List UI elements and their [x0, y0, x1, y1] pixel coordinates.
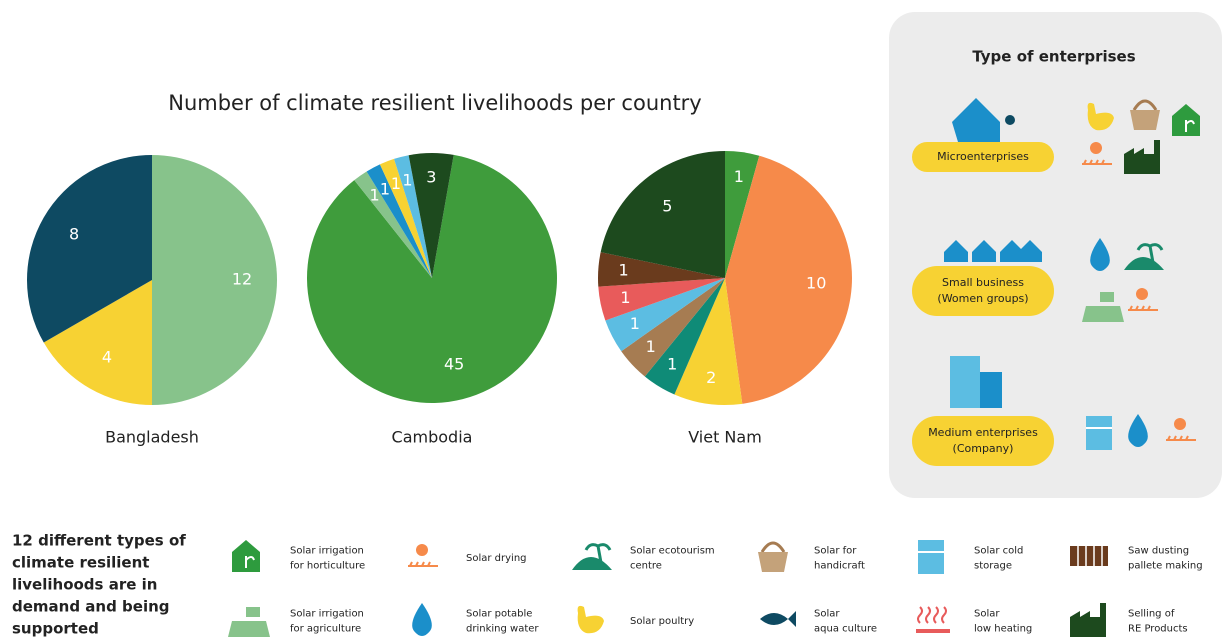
slice-label: 2 — [706, 368, 716, 387]
building — [950, 356, 980, 408]
enterprise-label: Small business — [942, 276, 1024, 289]
legend-label: Solar cold — [974, 546, 1023, 557]
enterprise-label: (Company) — [953, 442, 1014, 455]
icon-part — [578, 606, 604, 633]
legend-label: centre — [630, 561, 662, 572]
icon-part — [416, 544, 428, 556]
slice-label: 1 — [646, 337, 656, 356]
legend-heading: demand and being — [12, 598, 170, 616]
legend-label: Solar drying — [466, 553, 527, 564]
slice-label: 1 — [391, 174, 401, 193]
icon-part — [1100, 292, 1114, 302]
enterprise-pill — [912, 416, 1054, 466]
slice-label: 1 — [620, 288, 630, 307]
pie-title: Bangladesh — [105, 428, 199, 447]
icon — [760, 611, 796, 627]
legend-heading: supported — [12, 620, 99, 638]
legend-label: Solar — [974, 609, 1000, 620]
slice-label: 1 — [734, 167, 744, 186]
slice-label: 8 — [69, 225, 79, 244]
legend-label: Solar irrigation — [290, 546, 364, 557]
icon — [758, 543, 788, 572]
icon — [578, 606, 604, 633]
icon — [572, 545, 612, 570]
slice-label: 1 — [619, 261, 629, 280]
legend-heading: climate resilient — [12, 554, 149, 572]
legend-label: pallete making — [1128, 561, 1203, 572]
icon-part — [1136, 288, 1148, 300]
icon-part — [916, 629, 950, 633]
icon — [918, 540, 944, 574]
legend-label: drinking water — [466, 624, 539, 635]
icon-part — [918, 540, 944, 574]
icon-part — [760, 611, 796, 627]
legend-label: handicraft — [814, 561, 865, 572]
icon-part — [408, 562, 438, 566]
slice-label: 1 — [402, 171, 412, 190]
pie-title: Viet Nam — [688, 428, 762, 447]
icon-part — [246, 607, 260, 617]
legend-label: storage — [974, 561, 1012, 572]
pie-title: Cambodia — [392, 428, 473, 447]
slice-label: 45 — [444, 355, 464, 374]
legend-label: Solar poultry — [630, 616, 694, 627]
icon-part — [918, 607, 946, 623]
person — [1005, 115, 1015, 125]
legend-label: RE Products — [1128, 624, 1188, 635]
slice-label: 1 — [630, 314, 640, 333]
icon-part — [228, 621, 270, 637]
icon — [228, 607, 270, 637]
building — [980, 372, 1002, 408]
legend-label: Solar irrigation — [290, 609, 364, 620]
icon-part — [1130, 110, 1160, 130]
icon-part — [412, 603, 432, 636]
icon — [916, 607, 950, 633]
slice-label: 12 — [232, 270, 252, 289]
icon — [1086, 416, 1112, 450]
icon-part — [1082, 306, 1124, 322]
icon-part — [758, 552, 788, 572]
panel-title: Type of enterprises — [972, 48, 1135, 66]
legend-label: for horticulture — [290, 561, 365, 572]
legend-label: low heating — [974, 624, 1032, 635]
icon — [232, 540, 260, 572]
icon-part — [762, 543, 784, 552]
slice-label: 10 — [806, 274, 826, 293]
enterprise-label: Medium enterprises — [928, 426, 1038, 439]
icon — [412, 603, 432, 636]
icon-part — [1086, 416, 1112, 450]
legend-label: Saw dusting — [1128, 546, 1189, 557]
icon-part — [1070, 603, 1106, 637]
legend-label: Solar — [814, 609, 840, 620]
enterprise-pill — [912, 266, 1054, 316]
legend-label: Solar for — [814, 546, 857, 557]
icon-part — [1174, 418, 1186, 430]
enterprise-label: (Women groups) — [937, 292, 1028, 305]
legend-label: aqua culture — [814, 624, 877, 635]
legend-heading: livelihoods are in — [12, 576, 157, 594]
icon-part — [1090, 142, 1102, 154]
icon — [1070, 546, 1108, 566]
pie-slice — [152, 155, 277, 405]
legend-label: Selling of — [1128, 609, 1175, 620]
icon — [1070, 603, 1106, 637]
legend-heading: 12 different types of — [12, 532, 186, 550]
chart-title: Number of climate resilient livelihoods … — [168, 91, 702, 115]
legend-label: Solar potable — [466, 609, 532, 620]
slice-label: 4 — [102, 347, 112, 366]
slice-label: 1 — [667, 354, 677, 373]
slice-label: 5 — [662, 197, 672, 216]
icon-part — [572, 557, 612, 570]
enterprise-label: Microenterprises — [937, 150, 1029, 163]
legend-label: Solar ecotourism — [630, 546, 715, 557]
slice-label: 3 — [426, 168, 436, 187]
legend-label: for agriculture — [290, 624, 361, 635]
icon — [408, 544, 438, 566]
infographic: Number of climate resilient livelihoods … — [0, 0, 1226, 644]
